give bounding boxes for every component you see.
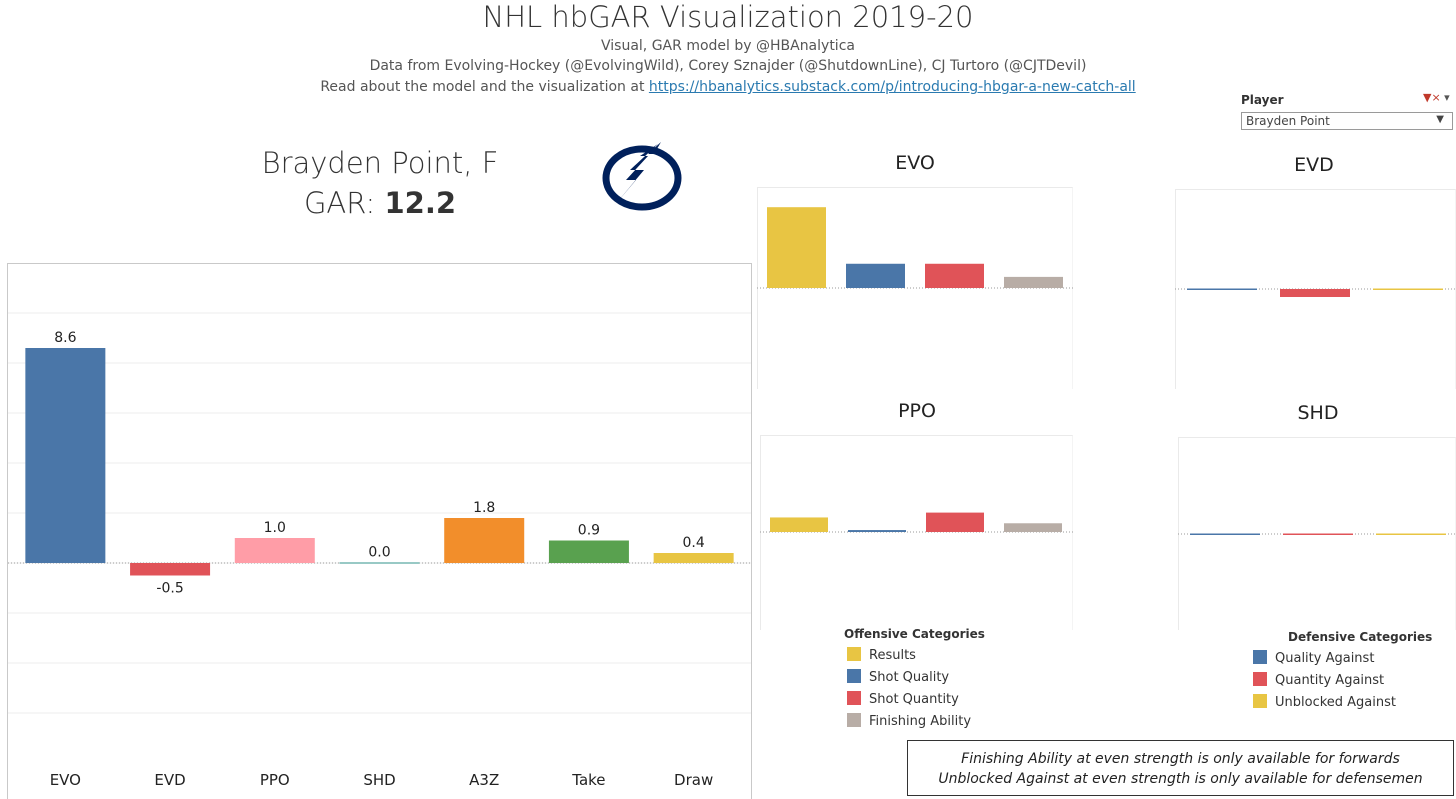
shd-chart <box>1178 533 1456 535</box>
note-line-2: Unblocked Against at even strength is on… <box>938 771 1423 787</box>
bar-shot-quality <box>848 530 906 532</box>
note-line-1: Finishing Ability at even strength is on… <box>961 751 1400 767</box>
bar-unblocked-against <box>1376 533 1446 535</box>
subtitle-credits: Visual, GAR model by @HBAnalytica <box>601 38 855 54</box>
dashboard-title: NHL hbGAR Visualization 2019-20 <box>482 0 974 34</box>
bar-quality-against <box>1187 288 1257 290</box>
bar-quantity-against <box>1280 289 1350 297</box>
gar-label: GAR: <box>303 186 376 220</box>
data-label-evo: 8.6 <box>54 330 76 346</box>
legend-label: Shot Quality <box>869 670 950 685</box>
legend-item-shot-quantity[interactable]: Shot Quantity <box>847 691 985 713</box>
bar-ppo <box>234 538 315 563</box>
evo-chart-title: EVO <box>895 152 935 174</box>
bar-shot-quantity <box>925 263 984 288</box>
legend-label: Quantity Against <box>1275 673 1385 688</box>
player-name: Brayden Point, F <box>261 146 499 180</box>
bar-shot-quantity <box>926 512 984 532</box>
offensive-legend: Offensive Categories Results Shot Qualit… <box>844 627 985 735</box>
team-logo-icon <box>602 142 682 211</box>
legend-swatch <box>847 691 861 705</box>
bar-results <box>767 207 826 288</box>
player-filter-label: Player <box>1241 93 1284 107</box>
data-label-ppo: 1.0 <box>264 520 286 536</box>
legend-label: Unblocked Against <box>1275 695 1396 710</box>
main-chart-frame <box>7 263 752 799</box>
bar-quality-against <box>1190 533 1260 535</box>
legend-swatch <box>847 647 861 661</box>
ppo-chart-title: PPO <box>898 400 936 422</box>
evo-chart <box>757 207 1073 289</box>
bar-finishing-ability <box>1004 276 1063 288</box>
player-gar: GAR: 12.2 <box>230 186 530 220</box>
evd-chart <box>1175 288 1456 297</box>
bar-quantity-against <box>1283 533 1353 535</box>
bar-draw <box>653 553 734 563</box>
defensive-legend: Defensive Categories Quality Against Qua… <box>1250 630 1432 716</box>
player-dropdown-value: Brayden Point <box>1246 114 1330 128</box>
legend-swatch <box>847 713 861 727</box>
legend-label: Finishing Ability <box>869 714 972 729</box>
bar-unblocked-against <box>1373 288 1443 290</box>
legend-swatch <box>1253 672 1267 686</box>
legend-swatch <box>847 669 861 683</box>
defensive-legend-title: Defensive Categories <box>1288 630 1433 644</box>
tick-label-evo: EVO <box>50 771 81 789</box>
clear-filter-icon[interactable]: ▼× ▾ <box>1423 91 1450 104</box>
evd-chart-title: EVD <box>1294 154 1334 176</box>
data-label-draw: 0.4 <box>683 535 705 551</box>
legend-label: Quality Against <box>1275 651 1375 666</box>
bar-evd <box>130 563 211 576</box>
legend-swatch <box>1253 694 1267 708</box>
bar-take <box>548 540 629 563</box>
data-label-a3z: 1.8 <box>473 500 495 516</box>
tick-label-a3z: A3Z <box>469 771 499 789</box>
legend-label: Shot Quantity <box>869 692 959 707</box>
bar-shot-quality <box>846 263 905 288</box>
tick-label-take: Take <box>571 771 605 789</box>
gar-value: 12.2 <box>384 186 457 220</box>
tick-label-ppo: PPO <box>260 771 290 789</box>
ppo-chart <box>760 512 1073 533</box>
shd-chart-title: SHD <box>1297 402 1339 424</box>
data-label-take: 0.9 <box>578 523 600 539</box>
bar-finishing-ability <box>1004 523 1062 532</box>
tick-label-draw: Draw <box>674 771 713 789</box>
legend-item-unblocked-against[interactable]: Unblocked Against <box>1253 694 1432 716</box>
legend-item-shot-quality[interactable]: Shot Quality <box>847 669 985 691</box>
bar-shd <box>339 562 420 564</box>
data-label-evd: -0.5 <box>156 581 183 597</box>
legend-item-quantity-against[interactable]: Quantity Against <box>1253 672 1432 694</box>
subtitle-data-sources: Data from Evolving-Hockey (@EvolvingWild… <box>369 58 1087 74</box>
read-more-text: Read about the model and the visualizati… <box>320 79 645 95</box>
gar-components-chart: 8.6 EVO -0.5 EVD 1.0 PPO 0.0 SHD 1.8 A3Z 0.9 Take 0.… <box>8 312 751 789</box>
legend-swatch <box>1253 650 1267 664</box>
tick-label-evd: EVD <box>154 771 185 789</box>
bar-results <box>770 517 828 532</box>
player-dropdown[interactable]: Brayden Point ▼ <box>1241 112 1453 130</box>
tick-label-shd: SHD <box>363 771 395 789</box>
legend-item-quality-against[interactable]: Quality Against <box>1253 650 1432 672</box>
offensive-legend-title: Offensive Categories <box>844 627 985 641</box>
legend-item-finishing-ability[interactable]: Finishing Ability <box>847 713 985 735</box>
data-label-shd: 0.0 <box>368 544 390 560</box>
legend-item-results[interactable]: Results <box>847 647 985 669</box>
bar-a3z <box>444 518 525 563</box>
legend-label: Results <box>869 648 916 663</box>
subtitle-read-more: Read about the model and the visualizati… <box>0 79 1456 95</box>
bar-evo <box>25 348 106 563</box>
notes-box: Finishing Ability at even strength is on… <box>907 740 1454 796</box>
chevron-down-icon: ▼ <box>1436 114 1444 125</box>
model-article-link[interactable]: https://hbanalytics.substack.com/p/intro… <box>648 79 1136 95</box>
